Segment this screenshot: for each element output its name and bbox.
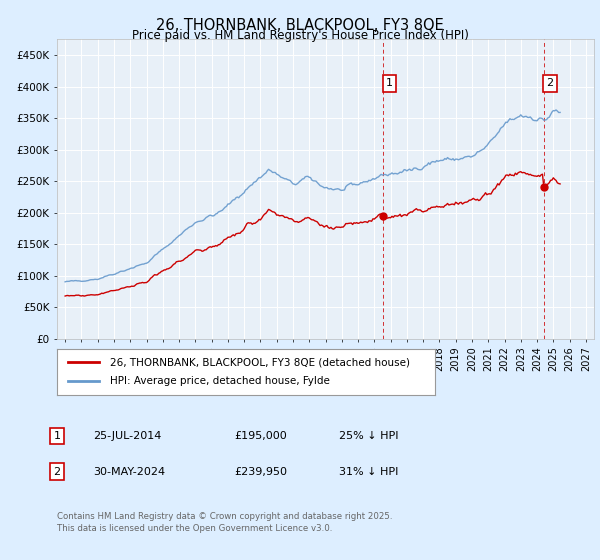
Text: 25% ↓ HPI: 25% ↓ HPI bbox=[339, 431, 398, 441]
Text: Price paid vs. HM Land Registry's House Price Index (HPI): Price paid vs. HM Land Registry's House … bbox=[131, 29, 469, 42]
Text: £195,000: £195,000 bbox=[234, 431, 287, 441]
Text: 2: 2 bbox=[546, 78, 553, 88]
Text: 1: 1 bbox=[53, 431, 61, 441]
Text: 26, THORNBANK, BLACKPOOL, FY3 8QE: 26, THORNBANK, BLACKPOOL, FY3 8QE bbox=[156, 18, 444, 33]
Text: 2: 2 bbox=[53, 466, 61, 477]
Text: 25-JUL-2014: 25-JUL-2014 bbox=[93, 431, 161, 441]
Text: £239,950: £239,950 bbox=[234, 466, 287, 477]
Text: HPI: Average price, detached house, Fylde: HPI: Average price, detached house, Fyld… bbox=[110, 376, 330, 386]
Text: 1: 1 bbox=[386, 78, 393, 88]
Text: 30-MAY-2024: 30-MAY-2024 bbox=[93, 466, 165, 477]
Text: 31% ↓ HPI: 31% ↓ HPI bbox=[339, 466, 398, 477]
Text: Contains HM Land Registry data © Crown copyright and database right 2025.
This d: Contains HM Land Registry data © Crown c… bbox=[57, 512, 392, 533]
Text: 26, THORNBANK, BLACKPOOL, FY3 8QE (detached house): 26, THORNBANK, BLACKPOOL, FY3 8QE (detac… bbox=[110, 357, 410, 367]
